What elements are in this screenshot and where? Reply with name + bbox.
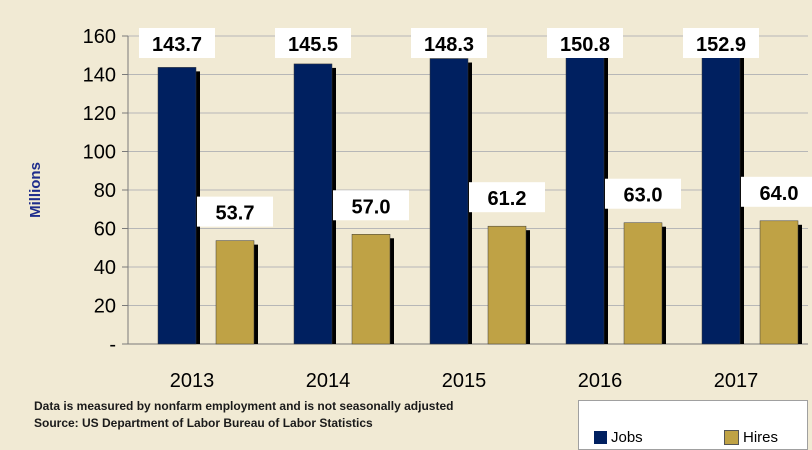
bar-hires-2013 <box>215 240 255 345</box>
y-tick-label: 100 <box>83 142 116 164</box>
x-tick-label-2016: 2016 <box>578 370 623 392</box>
source-note: Source: US Department of Labor Bureau of… <box>34 416 373 430</box>
data-label-jobs-2017: 152.9 <box>696 34 746 56</box>
y-tick-label: 160 <box>83 26 116 48</box>
data-label-box <box>275 28 351 58</box>
legend-label-hires: Hires <box>743 429 779 446</box>
data-label-jobs-2013: 143.7 <box>152 34 202 56</box>
y-tick-label: - <box>109 334 116 356</box>
x-tick-label-2015: 2015 <box>442 370 487 392</box>
data-label-jobs-2014: 145.5 <box>288 34 338 56</box>
data-label-hires-2015: 61.2 <box>488 188 527 210</box>
x-tick-label-2013: 2013 <box>170 370 215 392</box>
y-axis-title: Millions <box>27 162 44 218</box>
data-label-box <box>547 28 623 58</box>
legend-swatch-hires <box>724 430 739 445</box>
data-label-jobs-2016: 150.8 <box>560 34 610 56</box>
data-label-box <box>139 28 215 58</box>
x-tick-label-2017: 2017 <box>714 370 759 392</box>
bar-jobs-2017 <box>701 49 741 345</box>
data-label-hires-2014: 57.0 <box>352 196 391 218</box>
data-label-box <box>605 178 681 209</box>
data-label-box <box>741 176 812 207</box>
legend-item-jobs: Jobs <box>594 429 643 446</box>
bar-jobs-2013 <box>157 67 197 345</box>
legend-label-jobs: Jobs <box>611 429 643 446</box>
y-tick-label: 80 <box>94 180 116 202</box>
y-tick-label: 120 <box>83 103 116 125</box>
data-label-box <box>411 28 487 58</box>
bar-jobs-2015 <box>429 58 469 345</box>
legend-swatch-jobs <box>594 431 607 444</box>
y-tick-label: 60 <box>94 219 116 241</box>
data-label-box <box>469 182 545 213</box>
data-label-box <box>683 28 759 58</box>
bar-hires-2016 <box>623 222 663 345</box>
y-tick-label: 20 <box>94 296 116 318</box>
bar-hires-2017 <box>759 220 799 345</box>
bar-jobs-2014 <box>293 63 333 345</box>
bar-jobs-2016 <box>565 53 605 345</box>
data-label-hires-2017: 64.0 <box>760 183 799 205</box>
x-tick-label-2014: 2014 <box>306 370 351 392</box>
bar-hires-2015 <box>487 225 527 345</box>
data-label-box <box>197 196 273 227</box>
data-label-box <box>333 190 409 221</box>
data-label-hires-2013: 53.7 <box>216 203 255 225</box>
y-tick-label: 40 <box>94 257 116 279</box>
legend-item-hires: Hires <box>724 429 778 446</box>
data-label-hires-2016: 63.0 <box>624 185 663 207</box>
y-tick-label: 140 <box>83 65 116 87</box>
data-note: Data is measured by nonfarm employment a… <box>34 399 454 413</box>
legend: Jobs Hires <box>578 400 808 450</box>
data-label-jobs-2015: 148.3 <box>424 34 474 56</box>
bar-hires-2014 <box>351 234 391 345</box>
